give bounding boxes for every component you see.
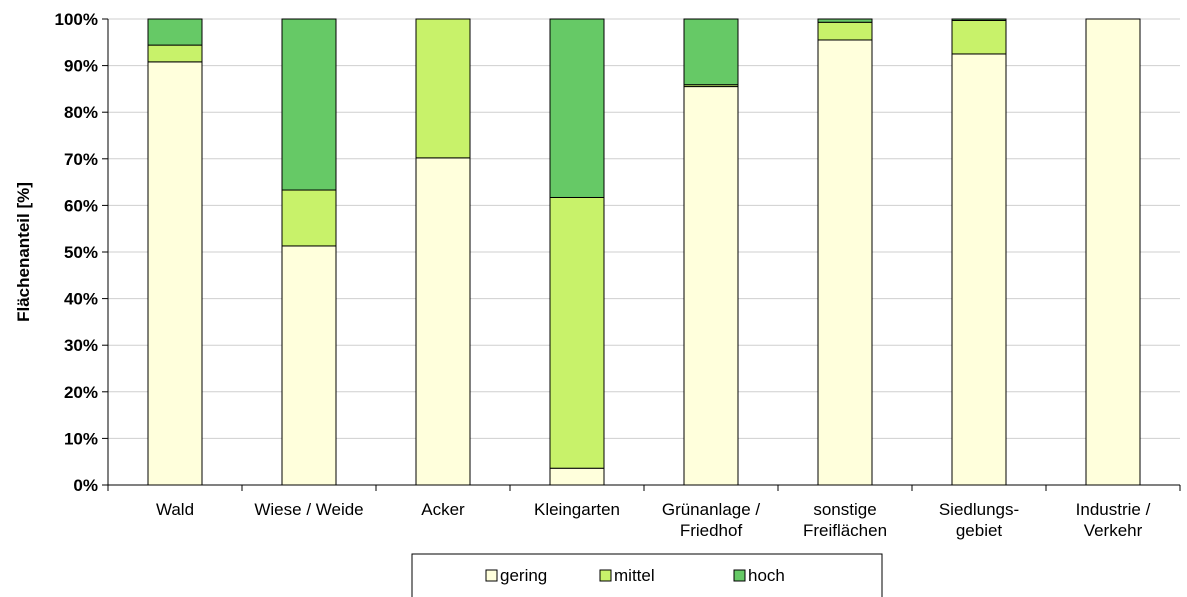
legend-label-gering: gering xyxy=(500,566,547,585)
x-category-label-line: gebiet xyxy=(956,521,1003,540)
legend: gering mittel hoch xyxy=(411,553,883,597)
y-tick-label: 100% xyxy=(55,10,98,29)
x-category-label: Kleingarten xyxy=(534,500,620,519)
bar-segment-gering xyxy=(817,39,873,486)
y-tick-labels: 0% 10% 20% 30% 40% 50% 60% 70% 80% 90% 100% xyxy=(55,10,98,495)
x-category-label-line: Wald xyxy=(156,500,194,519)
bar-segment-gering xyxy=(683,86,739,486)
x-category-label: Grünanlage / Friedhof xyxy=(662,500,761,540)
x-category-label: Acker xyxy=(421,500,465,519)
axes xyxy=(102,18,1181,491)
x-category-label-line: Verkehr xyxy=(1084,521,1143,540)
bar-segment-hoch xyxy=(281,18,337,191)
y-tick-label: 70% xyxy=(64,150,98,169)
x-category-label: Siedlungs-gebiet xyxy=(939,500,1019,540)
y-tick-label: 20% xyxy=(64,383,98,402)
bar-segment-hoch xyxy=(817,18,873,23)
x-category-label-line: Siedlungs- xyxy=(939,500,1019,519)
x-category-label-line: Kleingarten xyxy=(534,500,620,519)
bar-segment-gering xyxy=(951,53,1007,486)
bar-segment-mittel xyxy=(951,19,1007,55)
bar-segment-hoch xyxy=(549,18,605,198)
x-category-label-line: Freiflächen xyxy=(803,521,887,540)
x-category-label-line: Wiese / Weide xyxy=(254,500,363,519)
bar-segment-gering xyxy=(415,157,471,486)
legend-swatch-hoch xyxy=(733,569,746,582)
y-tick-label: 50% xyxy=(64,243,98,262)
x-category-label-line: Acker xyxy=(421,500,465,519)
x-category-labels: Wald Wiese / Weide Acker Kleingarten Grünanl… xyxy=(156,500,1151,540)
bar-segment-mittel xyxy=(281,189,337,247)
legend-label-mittel: mittel xyxy=(614,566,655,585)
bar-segment-hoch xyxy=(147,18,203,46)
x-category-label: Wald xyxy=(156,500,194,519)
bars xyxy=(147,18,1141,486)
x-category-label-line: Friedhof xyxy=(680,521,743,540)
y-axis-title: Flächenanteil [%] xyxy=(14,182,33,322)
bar-segment-mittel xyxy=(415,18,471,159)
y-tick-label: 10% xyxy=(64,429,98,448)
x-category-label: Wiese / Weide xyxy=(254,500,363,519)
y-tick-label: 80% xyxy=(64,103,98,122)
bar-segment-hoch xyxy=(683,18,739,86)
x-category-label-line: Industrie / xyxy=(1076,500,1151,519)
bar-segment-mittel xyxy=(147,44,203,63)
bar-segment-mittel xyxy=(549,196,605,469)
legend-swatch-gering xyxy=(485,569,498,582)
bar-segment-hoch xyxy=(951,18,1007,21)
bar-segment-mittel xyxy=(817,21,873,41)
bar-segment-gering xyxy=(1085,18,1141,486)
y-tick-label: 60% xyxy=(64,196,98,215)
x-category-label-line: Grünanlage / xyxy=(662,500,761,519)
y-tick-label: 30% xyxy=(64,336,98,355)
bar-segment-gering xyxy=(549,467,605,486)
legend-swatch-mittel xyxy=(599,569,612,582)
x-category-label-line: sonstige xyxy=(813,500,876,519)
bar-segment-gering xyxy=(147,61,203,486)
y-tick-label: 90% xyxy=(64,57,98,76)
y-tick-label: 0% xyxy=(73,476,98,495)
gridlines xyxy=(108,18,1180,439)
x-category-label: Industrie / Verkehr xyxy=(1076,500,1151,540)
legend-label-hoch: hoch xyxy=(748,566,785,585)
x-category-label: sonstige Freiflächen xyxy=(803,500,887,540)
bar-segment-gering xyxy=(281,245,337,486)
y-tick-label: 40% xyxy=(64,290,98,309)
